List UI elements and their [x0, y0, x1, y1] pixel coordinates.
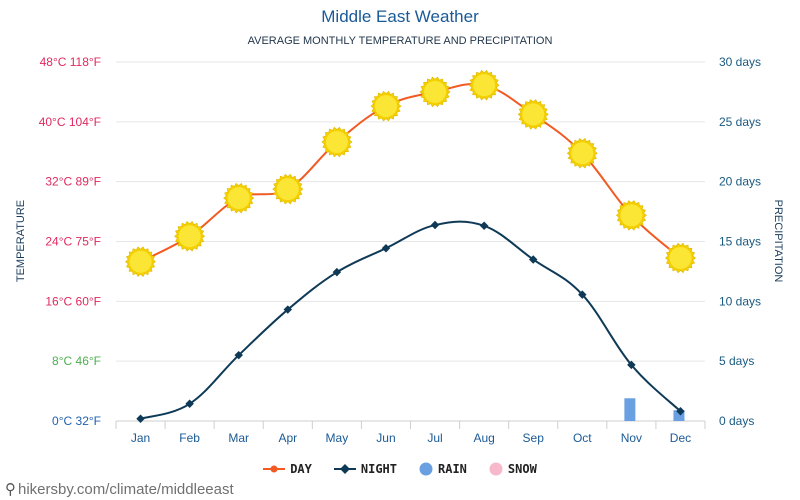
legend-day-line-icon [263, 465, 286, 473]
x-tick-label: Nov [621, 431, 642, 445]
night-point [234, 350, 243, 360]
legend-night-label: NIGHT [360, 462, 397, 476]
legend-rain-dot-icon [419, 462, 433, 476]
day-point [129, 250, 152, 273]
night-point [185, 399, 194, 409]
left-axis-title: TEMPERATURE [15, 200, 27, 282]
left-tick-label: 16°C 60°F [45, 294, 101, 308]
x-tick-label: May [326, 431, 349, 445]
left-tick-label: 40°C 104°F [39, 115, 101, 129]
legend-rain-label: RAIN [438, 462, 467, 476]
left-tick-label: 32°C 89°F [45, 175, 101, 189]
right-tick-label: 30 days [719, 55, 761, 69]
night-line [140, 220, 682, 420]
source-link[interactable]: ⚲ hikersby.com/climate/middleeast [5, 480, 234, 498]
rain-bar [624, 398, 636, 421]
night-point [381, 243, 391, 253]
source-url: hikersby.com/climate/middleeast [18, 481, 234, 498]
right-tick-label: 25 days [719, 115, 761, 129]
chart-title: Middle East Weather [321, 7, 479, 26]
day-point [571, 142, 594, 165]
day-point [178, 225, 201, 248]
right-tick-label: 15 days [719, 235, 761, 249]
weather-chart: 0°C 32°F 8°C 46°F 16°C 60°F 24°C 75°F 32°C 8… [15, 55, 784, 445]
x-tick-label: Jun [376, 431, 395, 445]
left-tick-label: 24°C 75°F [45, 235, 101, 249]
legend-night-line-icon [333, 464, 356, 474]
x-tick-label: Jul [427, 431, 442, 445]
day-point [473, 74, 496, 97]
x-tick-label: Oct [573, 431, 592, 445]
day-point [424, 80, 447, 103]
night-point [332, 267, 342, 277]
legend-day[interactable]: DAY [263, 462, 312, 476]
x-tick-label: Jan [131, 431, 150, 445]
left-tick-label: 0°C 32°F [52, 414, 101, 428]
day-point [669, 246, 692, 269]
x-tick-label: Apr [278, 431, 297, 445]
legend-snow-label: SNOW [507, 462, 537, 476]
chart-subtitle: AVERAGE MONTHLY TEMPERATURE AND PRECIPIT… [247, 35, 553, 47]
legend-snow-dot-icon [489, 462, 503, 476]
right-tick-label: 20 days [719, 175, 761, 189]
legend-day-label: DAY [290, 462, 312, 476]
night-point [528, 255, 538, 264]
map-pin-icon: ⚲ [5, 481, 16, 498]
left-tick-label: 48°C 118°F [40, 55, 101, 69]
day-point [276, 178, 299, 201]
night-point [676, 407, 685, 416]
day-point [620, 204, 643, 227]
day-point [374, 95, 397, 118]
right-tick-label: 5 days [719, 354, 754, 368]
night-point [479, 221, 489, 231]
x-tick-label: Dec [670, 431, 691, 445]
x-tick-label: Mar [228, 431, 249, 445]
x-tick-label: Aug [473, 431, 494, 445]
rain-bar [673, 410, 685, 421]
x-tick-label: Sep [523, 431, 545, 445]
day-point [522, 103, 545, 126]
right-axis-title: PRECIPITATION [772, 200, 784, 283]
legend-rain[interactable]: RAIN [419, 462, 467, 476]
night-point [578, 290, 587, 299]
day-point [227, 187, 250, 210]
left-tick-label: 8°C 46°F [52, 354, 101, 368]
night-point [136, 414, 145, 423]
night-point [283, 305, 293, 314]
right-tick-label: 0 days [719, 414, 754, 428]
day-point [325, 131, 348, 154]
legend-snow[interactable]: SNOW [489, 462, 537, 476]
night-point [627, 360, 636, 370]
legend-night[interactable]: NIGHT [333, 462, 397, 476]
right-tick-label: 10 days [719, 294, 761, 308]
chart-legend: DAY NIGHT RAIN SNOW [0, 462, 800, 476]
night-point [430, 220, 440, 230]
x-tick-label: Feb [179, 431, 200, 445]
